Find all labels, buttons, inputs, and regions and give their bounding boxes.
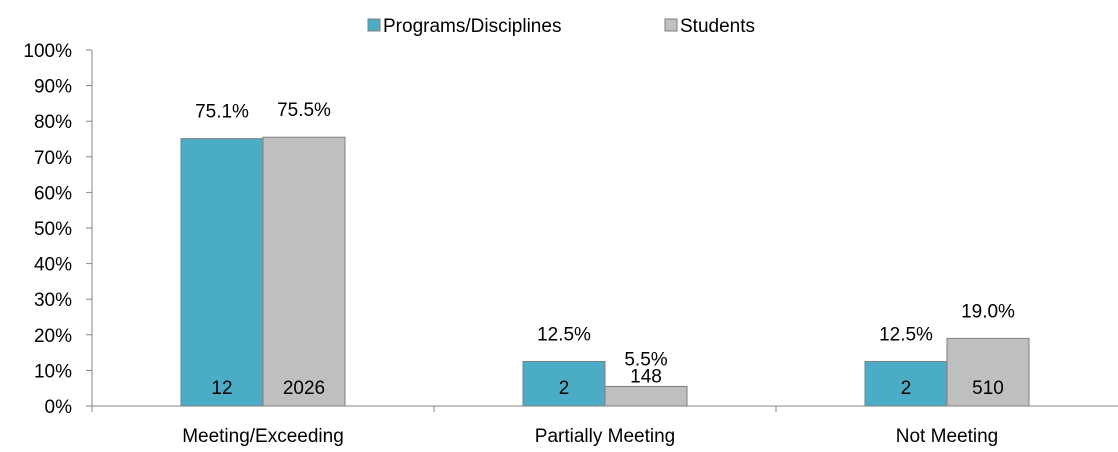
legend-swatch-students	[664, 18, 678, 32]
y-tick-label: 70%	[34, 148, 72, 169]
bar-students	[262, 136, 346, 407]
bar-programs	[180, 138, 264, 407]
data-label: 12.5%	[537, 325, 591, 346]
x-tick-label: Meeting/Exceeding	[182, 426, 344, 447]
y-tick-label: 30%	[34, 290, 72, 311]
y-tick-label: 20%	[34, 326, 72, 347]
y-tick-label: 100%	[23, 41, 72, 62]
y-tick-label: 60%	[34, 183, 72, 204]
x-tick-label: Partially Meeting	[535, 426, 675, 447]
x-axis: Meeting/Exceeding Partially Meeting Not Me…	[91, 405, 1118, 447]
y-tick-label: 80%	[34, 112, 72, 133]
y-tick-label: 40%	[34, 255, 72, 276]
legend-swatch-programs	[367, 18, 381, 32]
y-tick-label: 90%	[34, 77, 72, 98]
legend-label: Programs/Disciplines	[383, 16, 561, 37]
y-tick-label: 10%	[34, 361, 72, 382]
legend-label: Students	[680, 16, 755, 37]
legend: Programs/Disciplines Students	[367, 16, 755, 37]
data-label: 75.1%	[195, 102, 249, 123]
data-label: 19.0%	[961, 301, 1015, 322]
count-label: 148	[630, 366, 662, 387]
bars	[180, 136, 1030, 407]
x-tick-label: Not Meeting	[896, 426, 998, 447]
data-labels: 75.1% 12 75.5% 2026 12.5% 2 5.5%148 12.5% 2 19.0%…	[195, 100, 1015, 399]
count-label: 2	[559, 378, 570, 399]
data-label: 75.5%	[277, 100, 331, 121]
bar-students	[604, 385, 688, 407]
y-axis: 0% 10% 20% 30% 40% 50% 60% 70% 80% 90% 100%	[23, 41, 93, 418]
data-label: 5.5%	[624, 349, 667, 370]
y-tick-label: 50%	[34, 219, 72, 240]
count-label: 2026	[283, 378, 325, 399]
count-label: 510	[972, 378, 1004, 399]
bar-programs	[522, 361, 606, 407]
count-label: 12	[211, 378, 232, 399]
y-tick-label: 0%	[45, 397, 73, 418]
bar-students	[946, 337, 1030, 407]
bar-programs	[864, 361, 948, 407]
data-label: 12.5%	[879, 325, 933, 346]
count-label: 2	[901, 378, 912, 399]
